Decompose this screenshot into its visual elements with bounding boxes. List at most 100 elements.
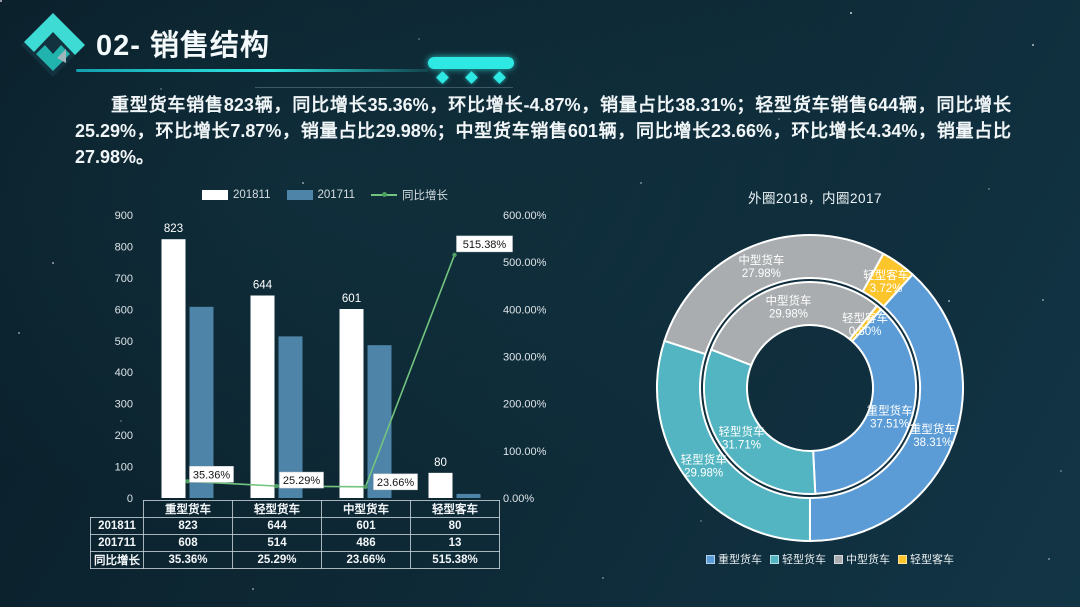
table-row-label: 同比增长 [90,551,144,569]
left-axis-tick: 400 [115,367,133,379]
data-table: 重型货车 轻型货车 中型货车 轻型客车 201811 823 644 601 80 201711 6… [90,500,500,569]
table-cell: 608 [143,534,233,552]
table-cell: 644 [232,517,322,535]
left-axis-tick: 0 [127,493,133,505]
line-label-box [279,471,324,489]
legend-label: 201811 [232,189,271,201]
line-label: 23.66% [377,477,415,489]
summary-text: 重型货车销售823辆，同比增长35.36%，环比增长-4.87%，销量占比38.… [75,95,1011,167]
page-title: 02- 销售结构 [96,30,270,62]
left-axis-tick: 700 [115,273,133,285]
bar-201711 [456,493,481,498]
bar-value-label: 823 [164,223,183,235]
legend-line-swatch [371,192,398,197]
table-cell: 514 [232,534,322,552]
donut-legend-swatch [770,554,779,564]
right-axis-tick: 400.00% [503,304,547,316]
donut-slice-重型货车 [808,273,964,542]
left-axis-tick: 300 [115,399,133,411]
table-header-cell: 中型货车 [321,500,411,518]
legend-label: 同比增长 [402,190,449,202]
table-row: 201811 823 644 601 80 [90,517,500,535]
left-axis-tick: 600 [115,304,133,316]
donut-legend-item: 轻型货车 [770,551,826,567]
left-axis-tick: 200 [115,430,133,442]
legend-item: 同比增长 [371,187,448,203]
diamond-icon [464,71,478,84]
donut-title: 外圈2018，内圈2017 [747,191,883,206]
table-header-cell: 轻型货车 [232,500,322,518]
bar-value-label: 80 [434,457,447,469]
table-header-row: 重型货车 轻型货车 中型货车 轻型客车 [91,500,500,518]
donut-legend-item: 中型货车 [834,551,890,567]
donut-slice-label: 轻型客车 0.80% [842,311,888,338]
table-cell: 35.36% [143,551,233,569]
donut-slice-轻型货车 [703,348,817,495]
donut-slice-label: 重型货车 38.31% [910,422,956,449]
right-axis-tick: 0.00% [503,493,534,505]
combo-chart-legend: 201811 201711 同比增长 [85,187,565,203]
growth-line-dot [452,252,457,258]
legend-line-dot [382,192,388,197]
line-label: 515.38% [463,239,507,251]
title-underline [76,69,428,72]
deco-diamond-icons [436,71,506,84]
left-axis-tick: 100 [115,462,133,474]
bar-201811 [161,239,186,498]
growth-line-dot [274,483,279,489]
table-cell: 80 [410,517,500,535]
donut-legend-label: 重型货车 [718,554,762,566]
donut-slice-label: 重型货车 37.51% [867,403,913,430]
donut-slice-label: 轻型客车 3.72% [863,268,909,295]
bar-201811 [428,472,453,498]
line-label: 35.36% [193,469,231,481]
legend-item: 201711 [286,189,356,201]
donut-legend-label: 轻型客车 [910,554,954,566]
left-axis-tick: 900 [115,210,133,222]
table-row-label: 201811 [90,517,144,535]
table-header-cell: 重型货车 [143,500,233,518]
bar-value-label: 601 [342,293,361,305]
growth-line [187,254,456,488]
legend-swatch [286,190,313,200]
line-label: 25.29% [283,475,321,487]
combo-chart-plot: 900 800 700 600 500 400 300 200 100 0 600.00% 500.0… [115,210,547,505]
donut-plot: 重型货车 38.31% 轻型货车 29.98% 中型货车 27.98% 轻型客车 3.72% 重… [656,234,964,542]
growth-line-dot [363,484,368,490]
donut-slice-轻型客车 [861,252,914,308]
right-axis-tick: 100.00% [503,446,547,458]
legend-label: 201711 [317,189,356,201]
table-cell: 823 [143,517,233,535]
bar-value-label: 644 [253,279,273,291]
bar-201711 [278,336,303,498]
table-cell: 25.29% [232,551,322,569]
bar-201811 [339,309,364,498]
table-cell: 601 [321,517,411,535]
line-label-box [373,473,418,491]
growth-line-dot [185,479,190,484]
logo-diamond-icon [21,13,85,77]
diamond-icon [493,71,506,84]
donut-legend-item: 重型货车 [706,551,762,567]
donut-legend-item: 轻型客车 [898,551,954,567]
donut-legend-swatch [706,554,715,564]
bar-201811 [250,295,275,498]
legend-item: 201811 [201,189,271,201]
donut-slice-label: 轻型货车 29.98% [681,452,727,479]
legend-swatch [201,190,228,200]
table-header-cell: 轻型客车 [410,500,500,518]
right-axis-tick: 300.00% [503,352,547,364]
donut-slice-中型货车 [710,281,879,367]
table-row: 201711 608 514 486 13 [90,534,500,552]
combo-chart: 201811 201711 同比增长 900 800 700 600 500 400 300 20… [85,185,565,580]
table-cell: 23.66% [321,551,411,569]
donut-legend: 重型货车 轻型货车 中型货车 轻型客车 [645,551,1015,567]
table-cell: 486 [321,534,411,552]
diamond-icon [436,71,449,84]
line-label-box [456,235,513,253]
table-row: 同比增长 35.36% 25.29% 23.66% 515.38% [90,551,500,569]
donut-legend-swatch [834,554,843,564]
donut-chart: 外圈2018，内圈2017 重型货车 38.31% 轻型货车 29.98% 中型货车 27… [630,182,1000,582]
donut-slice-label: 中型货车 29.98% [765,293,811,320]
donut-legend-label: 轻型货车 [782,554,826,566]
